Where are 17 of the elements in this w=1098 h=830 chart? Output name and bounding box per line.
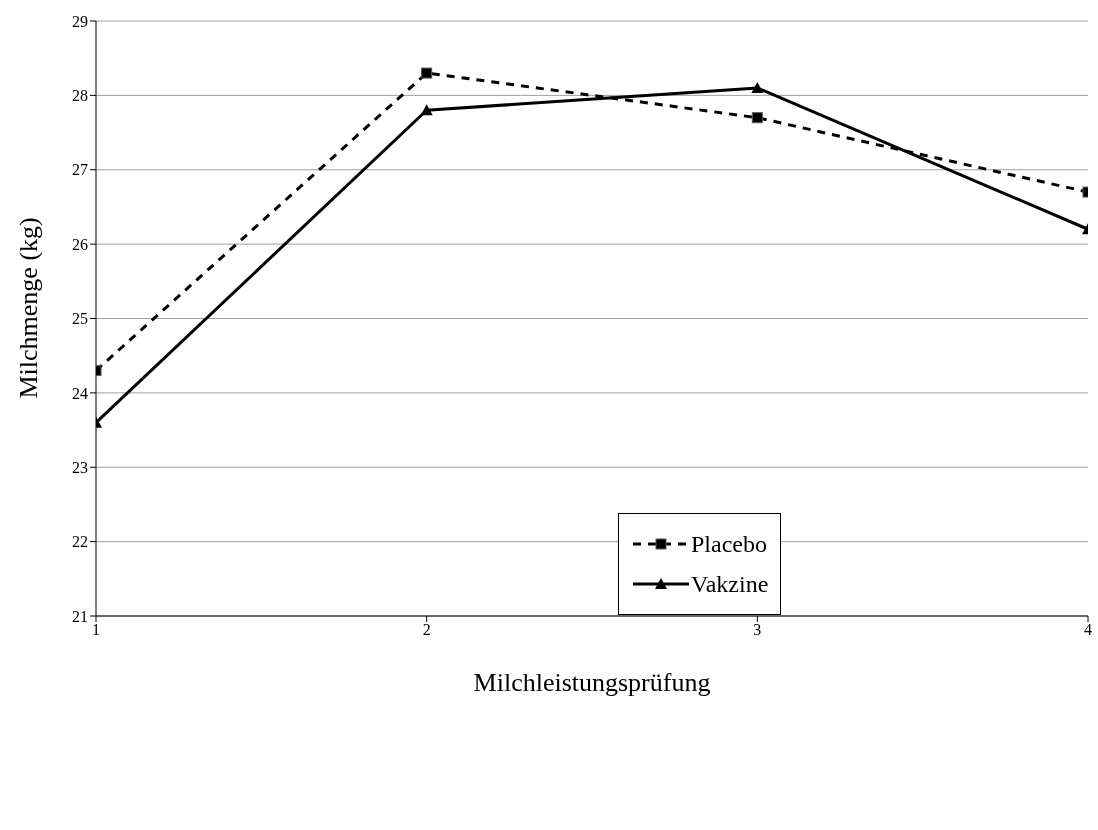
x-axis-title: Milchleistungsprüfung xyxy=(473,668,711,697)
y-axis-title: Milchmenge (kg) xyxy=(14,217,44,399)
y-tick-label: 22 xyxy=(72,533,88,551)
x-tick-label: 1 xyxy=(92,621,100,639)
x-tick-label: 4 xyxy=(1084,621,1092,639)
y-tick-label: 25 xyxy=(72,310,88,328)
y-tick-label: 23 xyxy=(72,458,88,476)
y-tick-label: 24 xyxy=(72,384,88,402)
y-tick-label: 29 xyxy=(72,12,88,30)
legend-label: Vakzine xyxy=(691,570,769,598)
legend-label: Placebo xyxy=(691,530,767,558)
y-tick-label: 21 xyxy=(72,607,88,625)
y-tick-label: 28 xyxy=(72,87,88,105)
x-tick-label: 3 xyxy=(753,621,762,639)
x-tick-label: 2 xyxy=(422,621,431,639)
y-tick-label: 27 xyxy=(72,161,88,179)
y-tick-label: 26 xyxy=(72,235,88,253)
